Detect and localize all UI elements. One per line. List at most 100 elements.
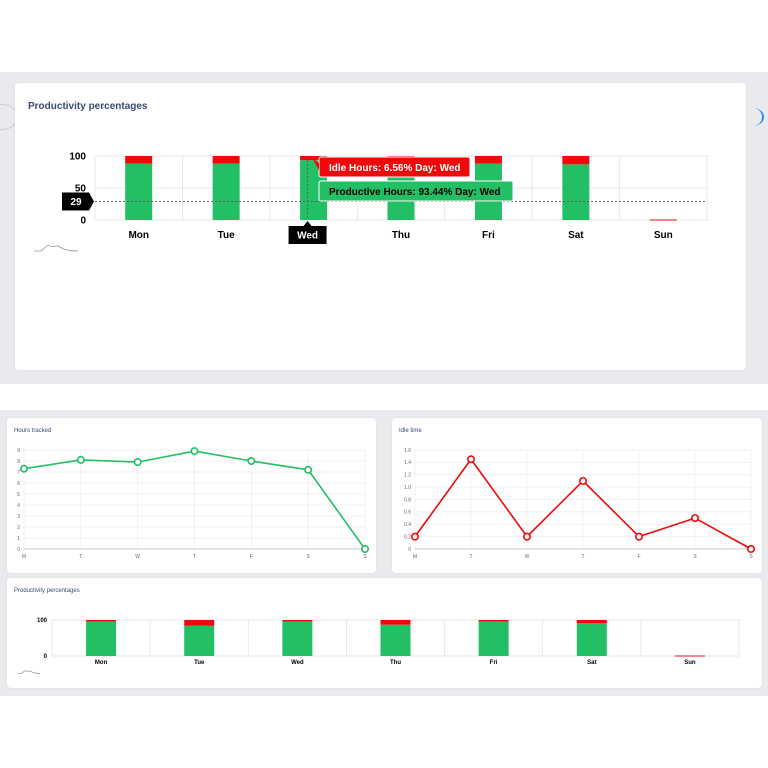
hours-tracked-title: Hours tracked bbox=[14, 428, 52, 434]
bar-productive bbox=[380, 624, 411, 656]
bar-idle bbox=[86, 620, 117, 622]
x-category-label: Fri bbox=[482, 230, 495, 241]
productive-tooltip-text: Productive Hours: 93.44% Day: Wed bbox=[329, 187, 501, 198]
y-tick-label: 4 bbox=[17, 503, 20, 509]
x-category-label: Thu bbox=[390, 660, 401, 666]
data-point bbox=[360, 544, 369, 553]
x-category-label: W bbox=[525, 554, 530, 560]
x-category-label: Sun bbox=[684, 660, 696, 666]
bottom-card-title: Productivity percentages bbox=[14, 588, 80, 594]
x-category-label: Mon bbox=[95, 660, 108, 666]
data-point bbox=[522, 532, 531, 541]
x-category-label: T bbox=[581, 554, 584, 560]
y-tick-label: 3 bbox=[17, 514, 20, 520]
y-tick-label: 0.8 bbox=[404, 497, 411, 503]
x-category-label: M bbox=[413, 554, 417, 560]
bar-productive bbox=[86, 621, 117, 656]
y-tick-label: 1.4 bbox=[404, 460, 411, 466]
x-category-label: W bbox=[135, 554, 140, 560]
y-tick-label: 7 bbox=[17, 470, 20, 476]
crosshair-y-badge bbox=[62, 192, 94, 211]
x-category-label: F bbox=[250, 554, 253, 560]
crosshair-y-value: 29 bbox=[70, 197, 82, 208]
y-tick-label: 2 bbox=[17, 525, 20, 531]
x-category-label: Sat bbox=[568, 230, 584, 241]
x-category-label: Sun bbox=[654, 230, 673, 241]
x-category-label: Tue bbox=[194, 660, 205, 666]
data-point bbox=[634, 532, 643, 541]
bar-idle bbox=[562, 156, 590, 165]
bar-idle bbox=[125, 156, 153, 164]
bar-productive bbox=[212, 163, 240, 220]
data-point bbox=[410, 532, 419, 541]
y-tick-label: 0.4 bbox=[404, 522, 411, 528]
crosshair-x-value: Wed bbox=[297, 231, 318, 242]
top-card-title: Productivity percentages bbox=[28, 101, 148, 112]
data-point bbox=[133, 458, 142, 467]
bar-idle bbox=[212, 156, 240, 164]
x-category-label: S bbox=[306, 554, 310, 560]
y-tick-label: 8 bbox=[17, 459, 20, 465]
y-tick-label: 9 bbox=[17, 448, 20, 454]
y-tick-label: 100 bbox=[37, 618, 48, 624]
bar-idle bbox=[184, 620, 215, 626]
idle-time-card: Idle time bbox=[392, 418, 762, 573]
y-tick-label: 5 bbox=[17, 492, 20, 498]
data-point bbox=[247, 456, 256, 465]
y-tick-label: 1.2 bbox=[404, 473, 411, 479]
idle-tooltip-text: Idle Hours: 6.56% Day: Wed bbox=[329, 163, 461, 174]
idle-time-title: Idle time bbox=[399, 428, 422, 434]
y-tick-label: 6 bbox=[17, 481, 20, 487]
bar-idle bbox=[576, 620, 607, 624]
data-point bbox=[746, 544, 755, 553]
right-carousel-edge[interactable] bbox=[742, 108, 764, 126]
chart-thumbnail-icon bbox=[34, 245, 79, 252]
bar-productive bbox=[478, 621, 509, 656]
y-tick-label: 1.6 bbox=[404, 448, 411, 454]
data-point bbox=[190, 447, 199, 456]
x-category-label: T bbox=[193, 554, 196, 560]
data-point bbox=[19, 464, 28, 473]
x-category-label: S bbox=[749, 554, 753, 560]
x-category-label: S bbox=[363, 554, 367, 560]
bar-productive bbox=[184, 625, 215, 656]
x-category-label: Wed bbox=[291, 660, 304, 666]
productive-tooltip-box bbox=[318, 180, 514, 202]
bar-productive bbox=[576, 623, 607, 656]
hours-tracked-card: Hours tracked bbox=[7, 418, 376, 573]
y-tick-label: 0 bbox=[408, 547, 411, 553]
x-category-label: Mon bbox=[128, 230, 149, 241]
x-category-label: S bbox=[693, 554, 697, 560]
bar-idle bbox=[474, 156, 502, 164]
chart-thumbnail-icon bbox=[18, 670, 41, 674]
y-tick-label: 0 bbox=[44, 654, 48, 660]
bar-idle bbox=[380, 620, 411, 625]
crosshair-x-badge bbox=[288, 221, 327, 244]
bar-idle bbox=[282, 620, 313, 622]
y-tick-label: 0.6 bbox=[404, 510, 411, 516]
top-productivity-card: Productivity percentages bbox=[15, 83, 746, 370]
data-point bbox=[76, 455, 85, 464]
top-productivity-chart: 100500MonTueWedThuFriSatSun29WedIdle Hou… bbox=[34, 152, 708, 252]
y-tick-label: 1 bbox=[17, 536, 20, 542]
bar-productive bbox=[562, 164, 590, 220]
bar-idle bbox=[478, 620, 509, 622]
data-point bbox=[578, 476, 587, 485]
x-category-label: M bbox=[22, 554, 26, 560]
x-category-label: T bbox=[469, 554, 472, 560]
y-tick-label: 0 bbox=[80, 216, 86, 227]
x-category-label: T bbox=[79, 554, 82, 560]
bar-productive bbox=[125, 163, 153, 220]
y-tick-label: 100 bbox=[69, 152, 86, 163]
y-tick-label: 0 bbox=[17, 547, 20, 553]
bar-idle bbox=[300, 156, 328, 161]
y-tick-label: 50 bbox=[75, 184, 87, 195]
bar-productive bbox=[282, 621, 313, 656]
x-category-label: Thu bbox=[392, 230, 410, 241]
x-category-label: Sat bbox=[587, 660, 596, 666]
data-point bbox=[466, 455, 475, 464]
y-tick-label: 0.2 bbox=[404, 534, 411, 540]
